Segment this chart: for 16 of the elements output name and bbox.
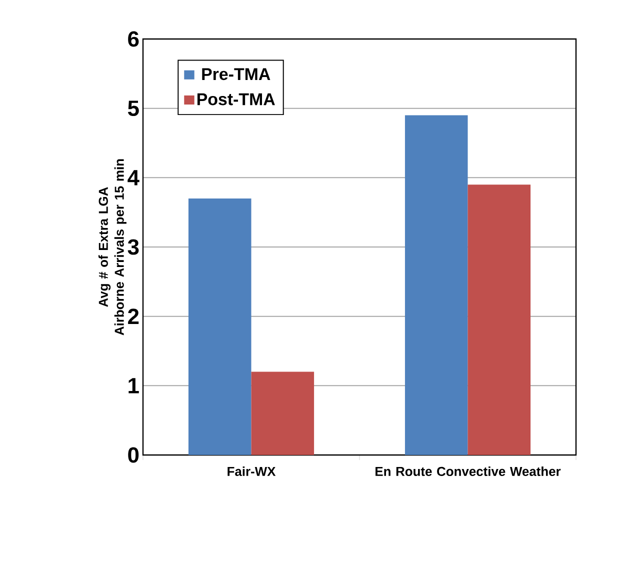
y-tick-label: 6: [128, 31, 139, 47]
y-tick-label: 5: [128, 100, 139, 116]
legend-label: Post-TMA: [197, 93, 275, 106]
y-tick-label: 3: [128, 239, 139, 255]
bar: [468, 184, 531, 455]
y-tick-label: 2: [128, 308, 139, 324]
bar: [404, 115, 468, 455]
x-tick-label: Fair-WX: [228, 466, 276, 476]
bar: [251, 372, 314, 455]
y-tick-label: 4: [128, 170, 140, 186]
bar: [188, 198, 252, 455]
legend-label: Pre-TMA: [202, 68, 270, 80]
y-tick-label: 1: [128, 378, 139, 394]
x-tick-label: En Route Convective Weather: [376, 466, 561, 476]
y-axis-title: Avg # of Extra LGA Airborne Arrivals per 15 min: [98, 159, 126, 336]
y-tick-label: 0: [128, 447, 139, 463]
